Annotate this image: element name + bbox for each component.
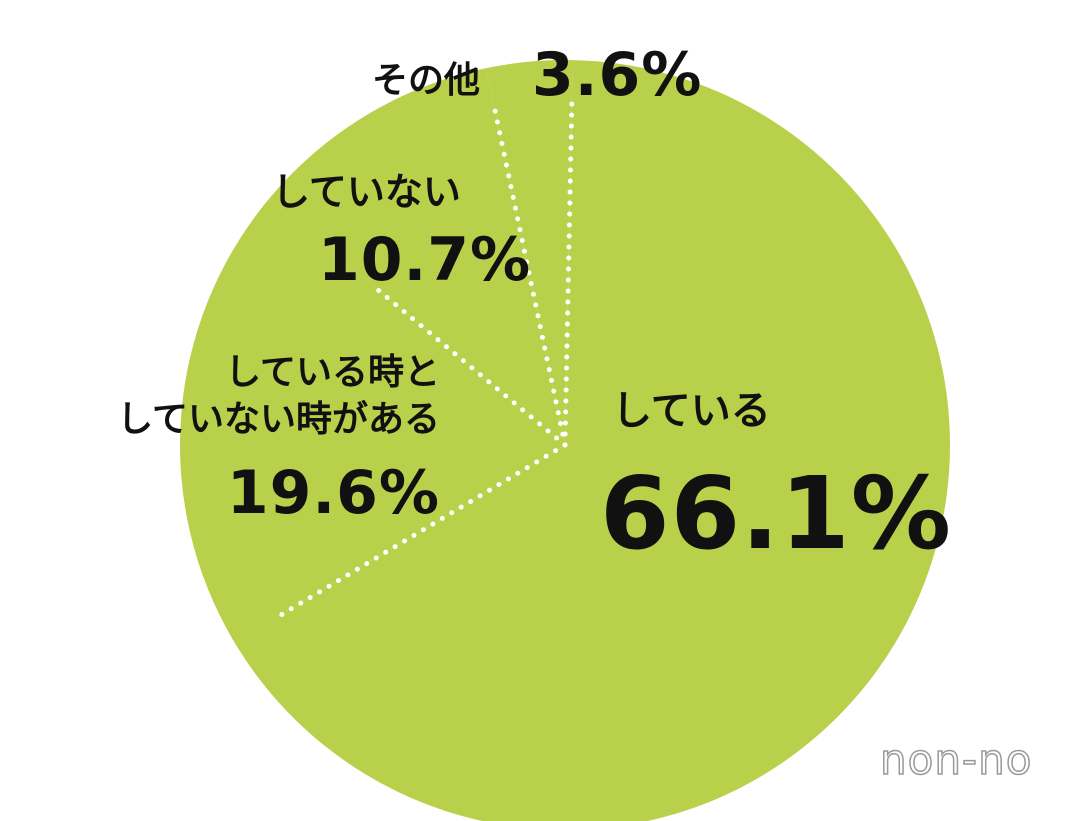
pie-slice (486, 60, 573, 446)
slice-label: している (612, 388, 771, 434)
pie-slice (234, 60, 950, 821)
slice-label: していない (272, 170, 461, 214)
logo: non-no (879, 734, 1033, 785)
value-label: 10.7% (318, 225, 532, 295)
value-label: 3.6% (532, 40, 703, 110)
pie-slice (268, 68, 565, 445)
value-label: 66.1% (600, 455, 952, 572)
divider (270, 442, 568, 623)
slice-label: している時と していない時がある (117, 352, 440, 440)
slice-label: その他 (372, 60, 481, 101)
value-label: 19.6% (226, 458, 440, 528)
divider (370, 282, 568, 448)
divider (490, 99, 568, 448)
divider (562, 92, 575, 448)
pie-slice (180, 199, 565, 643)
